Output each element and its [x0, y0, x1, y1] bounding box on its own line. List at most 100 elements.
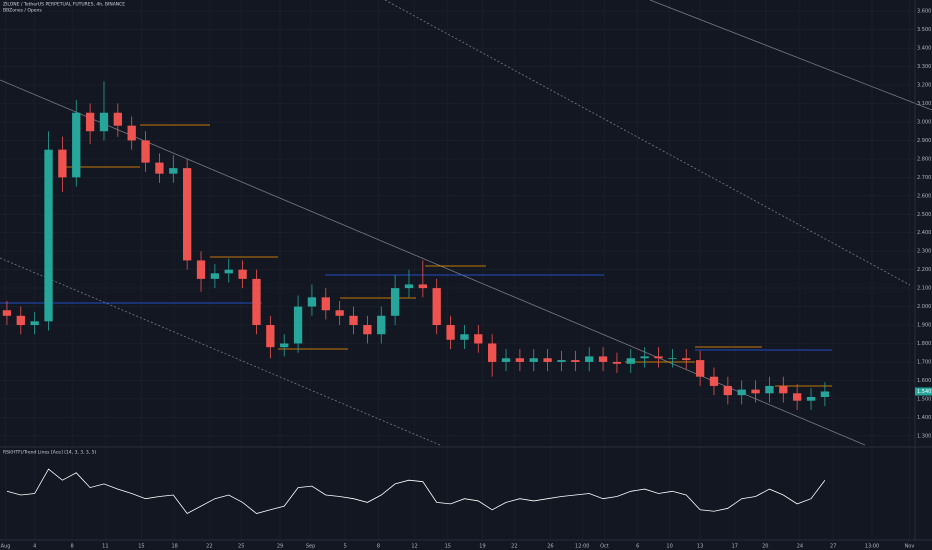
candle-body — [820, 391, 830, 398]
x-tick-label: 25 — [238, 544, 244, 550]
x-tick-label: 22 — [511, 544, 517, 550]
indicator-title: BBZones / Opens — [3, 8, 42, 14]
candle-body — [640, 356, 649, 359]
candle-body — [598, 356, 608, 362]
y-tick-label: 1.600 — [917, 378, 931, 384]
candle-body — [113, 112, 122, 126]
candle-body — [626, 358, 635, 364]
candle-body — [515, 358, 525, 362]
candle-body — [307, 297, 317, 307]
candle-body — [418, 284, 427, 289]
y-tick-label: 3.600 — [917, 9, 931, 15]
last-price-label: 1.540 — [917, 389, 931, 395]
candle-body — [557, 360, 566, 362]
candle-body — [293, 306, 303, 344]
candle-body — [72, 112, 81, 178]
x-tick-label: 18 — [171, 544, 177, 550]
x-tick-label: 15 — [138, 544, 144, 550]
y-tick-label: 2.800 — [917, 156, 931, 162]
candle-body — [779, 385, 788, 394]
candle-body — [99, 112, 109, 132]
candle-body — [432, 288, 441, 326]
candle-body — [169, 168, 178, 174]
candle-body — [682, 358, 691, 361]
last-price-box — [915, 387, 932, 396]
x-tick-label: 11 — [102, 544, 108, 550]
candle-body — [612, 361, 622, 364]
candle-body — [460, 334, 469, 340]
candle-body — [668, 358, 677, 360]
y-tick-label: 2.000 — [917, 304, 931, 310]
candle-body — [141, 140, 150, 163]
candle-body — [252, 278, 261, 326]
candle-body — [266, 325, 275, 348]
x-tick-label: 26 — [547, 544, 553, 550]
x-tick-label: 8 — [70, 544, 73, 550]
x-tick-label: 27 — [830, 544, 836, 550]
x-tick-label: 19 — [479, 544, 485, 550]
x-tick-label: 10 — [666, 544, 672, 550]
y-tick-label: 1.500 — [917, 396, 931, 402]
y-tick-label: 1.800 — [917, 341, 931, 347]
y-tick-label: 2.400 — [917, 230, 931, 236]
grid — [0, 0, 915, 540]
y-tick-label: 3.000 — [917, 119, 931, 125]
y-tick-label: 2.500 — [917, 212, 931, 218]
y-tick-label: 2.300 — [917, 249, 931, 255]
candle-body — [363, 325, 372, 335]
y-tick-label: 2.600 — [917, 193, 931, 199]
x-tick-label: 12:00 — [575, 544, 589, 550]
candle-body — [224, 269, 233, 274]
x-tick-label: Sep — [306, 544, 315, 550]
candle-body — [723, 385, 732, 396]
y-tick-label: 2.200 — [917, 267, 931, 273]
x-tick-label: 17 — [732, 544, 738, 550]
candle-body — [806, 397, 816, 401]
x-tick-label: 12 — [411, 544, 417, 550]
x-tick-label: 13:00 — [865, 544, 879, 550]
candle-body — [654, 356, 663, 359]
y-tick-label: 2.100 — [917, 286, 931, 292]
y-tick-label: 1.700 — [917, 359, 931, 365]
candle-body — [210, 273, 220, 279]
x-tick-label: 29 — [277, 544, 283, 550]
candle-body — [127, 125, 136, 141]
candle-body — [16, 315, 25, 326]
y-tick-label: 3.500 — [917, 27, 931, 33]
candle-body — [501, 358, 511, 362]
x-tick-label: Nov — [905, 544, 915, 550]
candle-body — [58, 149, 67, 178]
candle-body — [280, 343, 289, 348]
x-tick-label: 4 — [33, 544, 36, 550]
candle-body — [695, 360, 705, 377]
x-tick-label: 22 — [206, 544, 212, 550]
x-tick-label: Oct — [600, 544, 609, 550]
y-tick-label: 3.100 — [917, 101, 931, 107]
candle-body — [543, 358, 552, 362]
x-tick-label: 5 — [344, 544, 347, 550]
y-tick-label: 3.400 — [917, 46, 931, 52]
y-tick-label: 1.400 — [917, 415, 931, 421]
candle-body — [390, 288, 400, 316]
candle-body — [30, 321, 39, 326]
y-tick-label: 1.900 — [917, 323, 931, 329]
candle-body — [155, 162, 164, 174]
rsi-line — [6, 468, 826, 515]
x-tick-label: 6 — [636, 544, 639, 550]
x-tick-label: 8 — [377, 544, 380, 550]
candle-body — [737, 389, 746, 396]
candle-body — [765, 385, 774, 394]
chart-title: ZILONE / TetherUS PERPETUAL FUTURES, 4h,… — [3, 2, 125, 8]
candle-body — [238, 269, 247, 279]
candle-body — [751, 389, 760, 394]
x-tick-label: 20 — [762, 544, 768, 550]
candle-body — [529, 358, 538, 362]
x-tick-label: 13 — [697, 544, 703, 550]
candle-body — [793, 393, 802, 401]
candle-body — [44, 149, 53, 322]
candle-body — [349, 315, 358, 326]
y-tick-label: 3.300 — [917, 64, 931, 70]
x-tick-label: Aug — [1, 544, 11, 550]
candle-body — [377, 315, 386, 335]
